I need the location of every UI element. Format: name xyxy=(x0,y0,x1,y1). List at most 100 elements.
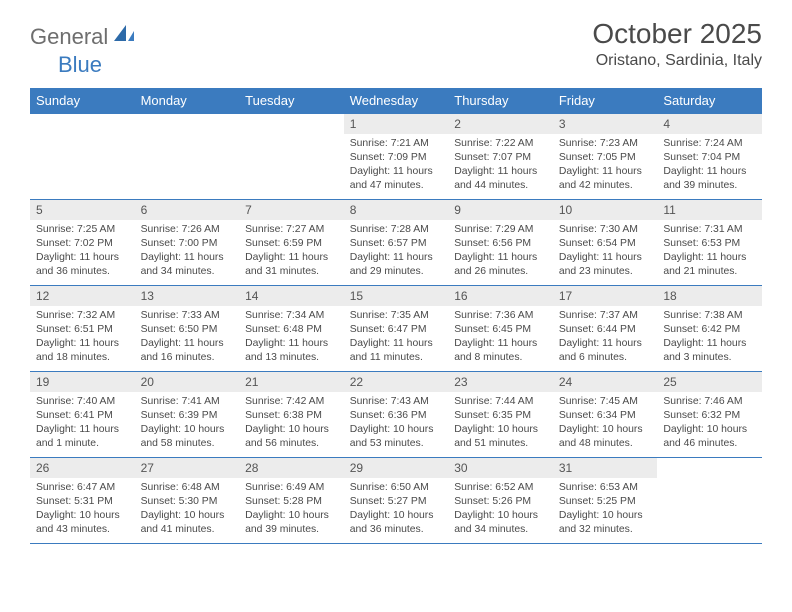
day-number: 10 xyxy=(553,200,658,220)
day-details: Sunrise: 7:41 AMSunset: 6:39 PMDaylight:… xyxy=(135,392,240,453)
day-details: Sunrise: 7:44 AMSunset: 6:35 PMDaylight:… xyxy=(448,392,553,453)
day-details: Sunrise: 7:23 AMSunset: 7:05 PMDaylight:… xyxy=(553,134,658,195)
calendar-header-cell: Friday xyxy=(553,88,658,114)
day-number: 11 xyxy=(657,200,762,220)
calendar-day-cell xyxy=(239,114,344,200)
calendar-day-cell: 5Sunrise: 7:25 AMSunset: 7:02 PMDaylight… xyxy=(30,200,135,286)
day-number: 9 xyxy=(448,200,553,220)
calendar-day-cell: 19Sunrise: 7:40 AMSunset: 6:41 PMDayligh… xyxy=(30,372,135,458)
calendar-day-cell: 16Sunrise: 7:36 AMSunset: 6:45 PMDayligh… xyxy=(448,286,553,372)
day-number: 12 xyxy=(30,286,135,306)
calendar-day-cell: 24Sunrise: 7:45 AMSunset: 6:34 PMDayligh… xyxy=(553,372,658,458)
day-number: 6 xyxy=(135,200,240,220)
calendar-day-cell: 28Sunrise: 6:49 AMSunset: 5:28 PMDayligh… xyxy=(239,458,344,544)
day-number: 18 xyxy=(657,286,762,306)
location-text: Oristano, Sardinia, Italy xyxy=(592,52,762,70)
day-details: Sunrise: 6:50 AMSunset: 5:27 PMDaylight:… xyxy=(344,478,449,539)
day-details: Sunrise: 6:47 AMSunset: 5:31 PMDaylight:… xyxy=(30,478,135,539)
calendar-day-cell: 7Sunrise: 7:27 AMSunset: 6:59 PMDaylight… xyxy=(239,200,344,286)
day-details: Sunrise: 6:52 AMSunset: 5:26 PMDaylight:… xyxy=(448,478,553,539)
calendar-day-cell: 22Sunrise: 7:43 AMSunset: 6:36 PMDayligh… xyxy=(344,372,449,458)
calendar-header-cell: Wednesday xyxy=(344,88,449,114)
day-details: Sunrise: 7:35 AMSunset: 6:47 PMDaylight:… xyxy=(344,306,449,367)
day-number: 13 xyxy=(135,286,240,306)
day-number: 23 xyxy=(448,372,553,392)
day-details: Sunrise: 7:31 AMSunset: 6:53 PMDaylight:… xyxy=(657,220,762,281)
calendar-day-cell: 20Sunrise: 7:41 AMSunset: 6:39 PMDayligh… xyxy=(135,372,240,458)
calendar-day-cell: 25Sunrise: 7:46 AMSunset: 6:32 PMDayligh… xyxy=(657,372,762,458)
day-number: 27 xyxy=(135,458,240,478)
day-number: 7 xyxy=(239,200,344,220)
month-title: October 2025 xyxy=(592,18,762,50)
day-number: 20 xyxy=(135,372,240,392)
calendar-day-cell: 21Sunrise: 7:42 AMSunset: 6:38 PMDayligh… xyxy=(239,372,344,458)
calendar-day-cell: 13Sunrise: 7:33 AMSunset: 6:50 PMDayligh… xyxy=(135,286,240,372)
calendar-day-cell: 17Sunrise: 7:37 AMSunset: 6:44 PMDayligh… xyxy=(553,286,658,372)
calendar-day-cell: 3Sunrise: 7:23 AMSunset: 7:05 PMDaylight… xyxy=(553,114,658,200)
day-number: 25 xyxy=(657,372,762,392)
day-details: Sunrise: 7:34 AMSunset: 6:48 PMDaylight:… xyxy=(239,306,344,367)
day-details: Sunrise: 7:25 AMSunset: 7:02 PMDaylight:… xyxy=(30,220,135,281)
day-details: Sunrise: 7:26 AMSunset: 7:00 PMDaylight:… xyxy=(135,220,240,281)
day-number: 8 xyxy=(344,200,449,220)
day-number: 4 xyxy=(657,114,762,134)
calendar-day-cell: 15Sunrise: 7:35 AMSunset: 6:47 PMDayligh… xyxy=(344,286,449,372)
day-details: Sunrise: 7:27 AMSunset: 6:59 PMDaylight:… xyxy=(239,220,344,281)
day-number: 24 xyxy=(553,372,658,392)
calendar-header-cell: Tuesday xyxy=(239,88,344,114)
calendar-day-cell: 14Sunrise: 7:34 AMSunset: 6:48 PMDayligh… xyxy=(239,286,344,372)
calendar-day-cell xyxy=(657,458,762,544)
day-details: Sunrise: 7:36 AMSunset: 6:45 PMDaylight:… xyxy=(448,306,553,367)
day-number: 15 xyxy=(344,286,449,306)
calendar-day-cell: 8Sunrise: 7:28 AMSunset: 6:57 PMDaylight… xyxy=(344,200,449,286)
calendar-day-cell: 27Sunrise: 6:48 AMSunset: 5:30 PMDayligh… xyxy=(135,458,240,544)
day-details: Sunrise: 7:28 AMSunset: 6:57 PMDaylight:… xyxy=(344,220,449,281)
day-details: Sunrise: 7:37 AMSunset: 6:44 PMDaylight:… xyxy=(553,306,658,367)
day-details: Sunrise: 7:33 AMSunset: 6:50 PMDaylight:… xyxy=(135,306,240,367)
day-number: 3 xyxy=(553,114,658,134)
day-number: 2 xyxy=(448,114,553,134)
calendar-day-cell xyxy=(135,114,240,200)
day-details: Sunrise: 7:46 AMSunset: 6:32 PMDaylight:… xyxy=(657,392,762,453)
day-number: 21 xyxy=(239,372,344,392)
day-details: Sunrise: 7:42 AMSunset: 6:38 PMDaylight:… xyxy=(239,392,344,453)
title-block: October 2025 Oristano, Sardinia, Italy xyxy=(592,18,762,70)
day-details: Sunrise: 7:30 AMSunset: 6:54 PMDaylight:… xyxy=(553,220,658,281)
day-details: Sunrise: 7:40 AMSunset: 6:41 PMDaylight:… xyxy=(30,392,135,453)
calendar-day-cell: 11Sunrise: 7:31 AMSunset: 6:53 PMDayligh… xyxy=(657,200,762,286)
calendar-week-row: 5Sunrise: 7:25 AMSunset: 7:02 PMDaylight… xyxy=(30,200,762,286)
calendar-day-cell: 9Sunrise: 7:29 AMSunset: 6:56 PMDaylight… xyxy=(448,200,553,286)
day-number: 30 xyxy=(448,458,553,478)
calendar-week-row: 26Sunrise: 6:47 AMSunset: 5:31 PMDayligh… xyxy=(30,458,762,544)
calendar-day-cell: 4Sunrise: 7:24 AMSunset: 7:04 PMDaylight… xyxy=(657,114,762,200)
day-number: 1 xyxy=(344,114,449,134)
day-number: 28 xyxy=(239,458,344,478)
calendar-day-cell: 31Sunrise: 6:53 AMSunset: 5:25 PMDayligh… xyxy=(553,458,658,544)
day-number: 31 xyxy=(553,458,658,478)
day-number: 29 xyxy=(344,458,449,478)
calendar-week-row: 12Sunrise: 7:32 AMSunset: 6:51 PMDayligh… xyxy=(30,286,762,372)
day-number: 19 xyxy=(30,372,135,392)
logo-text-gray: General xyxy=(30,24,108,50)
day-number: 17 xyxy=(553,286,658,306)
calendar-day-cell: 1Sunrise: 7:21 AMSunset: 7:09 PMDaylight… xyxy=(344,114,449,200)
calendar-header-cell: Sunday xyxy=(30,88,135,114)
calendar-header-cell: Thursday xyxy=(448,88,553,114)
calendar-day-cell: 23Sunrise: 7:44 AMSunset: 6:35 PMDayligh… xyxy=(448,372,553,458)
calendar-day-cell: 26Sunrise: 6:47 AMSunset: 5:31 PMDayligh… xyxy=(30,458,135,544)
day-details: Sunrise: 7:21 AMSunset: 7:09 PMDaylight:… xyxy=(344,134,449,195)
calendar-day-cell: 30Sunrise: 6:52 AMSunset: 5:26 PMDayligh… xyxy=(448,458,553,544)
day-number: 14 xyxy=(239,286,344,306)
calendar-header-row: SundayMondayTuesdayWednesdayThursdayFrid… xyxy=(30,88,762,114)
calendar-day-cell: 12Sunrise: 7:32 AMSunset: 6:51 PMDayligh… xyxy=(30,286,135,372)
day-details: Sunrise: 7:22 AMSunset: 7:07 PMDaylight:… xyxy=(448,134,553,195)
calendar-day-cell: 29Sunrise: 6:50 AMSunset: 5:27 PMDayligh… xyxy=(344,458,449,544)
day-number: 5 xyxy=(30,200,135,220)
calendar-week-row: 19Sunrise: 7:40 AMSunset: 6:41 PMDayligh… xyxy=(30,372,762,458)
day-details: Sunrise: 6:53 AMSunset: 5:25 PMDaylight:… xyxy=(553,478,658,539)
day-details: Sunrise: 7:43 AMSunset: 6:36 PMDaylight:… xyxy=(344,392,449,453)
calendar-day-cell: 2Sunrise: 7:22 AMSunset: 7:07 PMDaylight… xyxy=(448,114,553,200)
day-details: Sunrise: 7:45 AMSunset: 6:34 PMDaylight:… xyxy=(553,392,658,453)
day-number: 26 xyxy=(30,458,135,478)
calendar-day-cell: 10Sunrise: 7:30 AMSunset: 6:54 PMDayligh… xyxy=(553,200,658,286)
